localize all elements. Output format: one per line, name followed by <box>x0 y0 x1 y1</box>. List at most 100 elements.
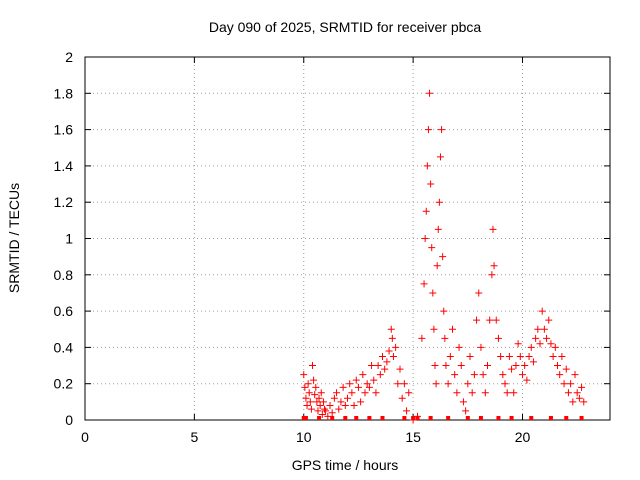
data-point <box>326 401 334 409</box>
data-point <box>441 334 449 342</box>
baseline-square <box>529 416 534 420</box>
data-point <box>322 407 330 415</box>
data-point <box>319 398 327 406</box>
baseline-square <box>411 416 416 420</box>
data-point <box>470 371 478 379</box>
data-point <box>341 401 349 409</box>
y-tick-label: 1.2 <box>54 194 74 210</box>
data-point <box>324 412 332 420</box>
x-axis-label: GPS time / hours <box>292 457 399 473</box>
data-point <box>398 394 406 402</box>
baseline-square <box>343 416 348 420</box>
data-point <box>305 389 313 397</box>
data-point <box>475 289 483 297</box>
x-axis-ticks: 0 5 10 15 20 <box>81 57 530 445</box>
data-point <box>318 411 326 419</box>
data-point <box>317 389 325 397</box>
baseline-square <box>415 416 420 420</box>
data-point <box>370 376 378 384</box>
data-markers <box>300 89 588 424</box>
y-tick-label: 1.8 <box>54 85 74 101</box>
data-point <box>556 371 564 379</box>
baseline-square <box>428 416 433 420</box>
data-point <box>316 401 324 409</box>
baseline-square <box>564 416 569 420</box>
data-point <box>543 334 551 342</box>
data-point <box>540 325 548 333</box>
baseline-squares <box>301 416 584 420</box>
data-point <box>575 394 583 402</box>
y-axis-ticks: 0 0.2 0.4 0.6 0.8 1 1.2 1.4 1.6 1.8 2 <box>54 49 610 428</box>
plot-frame <box>84 56 611 421</box>
data-point <box>512 362 520 370</box>
data-point <box>438 126 446 134</box>
data-point <box>455 343 463 351</box>
y-tick-label: 0.6 <box>54 303 74 319</box>
data-point <box>521 362 529 370</box>
baseline-square <box>465 416 470 420</box>
data-point <box>429 289 437 297</box>
data-point <box>381 365 389 373</box>
baseline-square <box>496 416 501 420</box>
data-point <box>457 362 465 370</box>
data-point <box>451 371 459 379</box>
data-point <box>418 334 426 342</box>
data-point <box>387 325 395 333</box>
data-point <box>527 343 535 351</box>
data-point <box>516 352 524 360</box>
baseline-square <box>303 416 308 420</box>
data-point <box>335 405 343 413</box>
baseline-square <box>330 416 335 420</box>
baseline-square <box>301 416 306 420</box>
data-point <box>488 271 496 279</box>
data-point <box>300 371 308 379</box>
data-point <box>446 352 454 360</box>
data-point <box>433 262 441 270</box>
data-point <box>423 162 431 170</box>
grid-lines <box>85 57 610 420</box>
data-point <box>389 352 397 360</box>
data-point <box>357 398 365 406</box>
data-point <box>352 376 360 384</box>
data-point <box>477 343 485 351</box>
data-point <box>301 383 309 391</box>
data-point <box>479 371 487 379</box>
data-point <box>427 180 435 188</box>
x-tick-label: 5 <box>190 429 198 445</box>
data-point <box>314 407 322 415</box>
y-tick-label: 1.6 <box>54 122 74 138</box>
data-point <box>303 401 311 409</box>
data-point <box>436 153 444 161</box>
data-point <box>523 376 531 384</box>
data-point <box>379 352 386 360</box>
baseline-square <box>446 416 451 420</box>
data-point <box>422 207 430 215</box>
baseline-square <box>317 416 322 420</box>
data-point <box>400 380 408 388</box>
data-point <box>547 340 555 348</box>
data-point <box>344 394 351 402</box>
data-point <box>311 391 319 399</box>
data-point <box>307 405 315 413</box>
y-tick-label: 0.4 <box>54 339 74 355</box>
data-point <box>368 362 376 370</box>
data-point <box>453 389 461 397</box>
data-point <box>439 253 447 261</box>
data-point <box>564 389 572 397</box>
data-point <box>396 365 404 373</box>
data-point <box>374 362 382 370</box>
baseline-square <box>579 416 584 420</box>
data-point <box>348 389 356 397</box>
data-point <box>449 325 456 333</box>
data-point <box>405 389 413 397</box>
data-point <box>532 334 540 342</box>
data-point <box>361 389 369 397</box>
data-point <box>569 398 577 406</box>
x-tick-label: 20 <box>515 429 531 445</box>
data-point <box>486 316 494 324</box>
data-point <box>428 244 436 252</box>
data-point <box>312 383 320 391</box>
y-tick-label: 0.8 <box>54 267 74 283</box>
data-point <box>376 371 384 379</box>
